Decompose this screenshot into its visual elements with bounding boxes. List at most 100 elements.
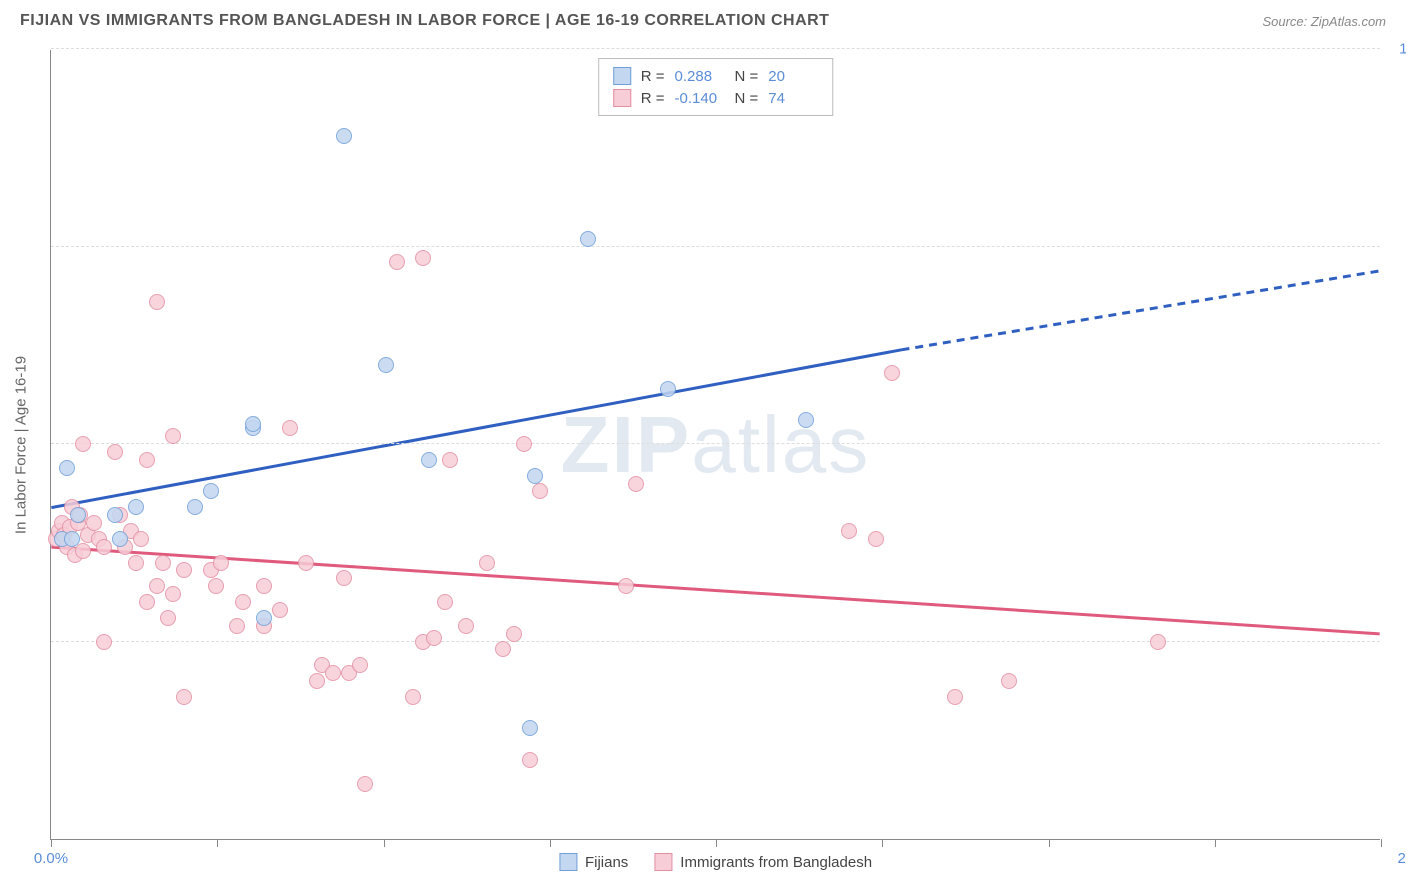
source-attribution: Source: ZipAtlas.com bbox=[1262, 14, 1386, 29]
trend-line bbox=[51, 547, 1379, 634]
x-tick-label: 0.0% bbox=[34, 850, 68, 867]
scatter-point-fijians bbox=[798, 412, 814, 428]
scatter-point-bangladesh bbox=[405, 689, 421, 705]
gridline-horizontal bbox=[51, 48, 1380, 49]
scatter-point-bangladesh bbox=[841, 523, 857, 539]
scatter-point-bangladesh bbox=[506, 626, 522, 642]
gridline-horizontal bbox=[51, 641, 1380, 642]
r-value-bangladesh: -0.140 bbox=[675, 90, 725, 107]
scatter-point-fijians bbox=[527, 468, 543, 484]
scatter-point-bangladesh bbox=[336, 570, 352, 586]
x-tick bbox=[1049, 839, 1050, 847]
watermark-atlas: atlas bbox=[691, 400, 870, 489]
scatter-point-bangladesh bbox=[133, 531, 149, 547]
scatter-point-fijians bbox=[580, 231, 596, 247]
scatter-point-bangladesh bbox=[256, 578, 272, 594]
scatter-point-bangladesh bbox=[75, 436, 91, 452]
scatter-point-bangladesh bbox=[282, 420, 298, 436]
scatter-point-fijians bbox=[70, 507, 86, 523]
scatter-point-bangladesh bbox=[213, 555, 229, 571]
scatter-point-bangladesh bbox=[458, 618, 474, 634]
scatter-point-fijians bbox=[256, 610, 272, 626]
y-tick-label: 25.0% bbox=[1390, 633, 1406, 650]
x-tick bbox=[550, 839, 551, 847]
scatter-point-fijians bbox=[64, 531, 80, 547]
scatter-point-bangladesh bbox=[309, 673, 325, 689]
scatter-point-bangladesh bbox=[128, 555, 144, 571]
scatter-point-bangladesh bbox=[415, 250, 431, 266]
scatter-point-bangladesh bbox=[96, 539, 112, 555]
chart-title: FIJIAN VS IMMIGRANTS FROM BANGLADESH IN … bbox=[20, 12, 829, 30]
scatter-point-fijians bbox=[421, 452, 437, 468]
scatter-point-bangladesh bbox=[235, 594, 251, 610]
n-label-bangladesh: N = bbox=[735, 90, 759, 107]
x-tick bbox=[716, 839, 717, 847]
legend-label-bangladesh: Immigrants from Bangladesh bbox=[680, 854, 872, 871]
x-tick bbox=[217, 839, 218, 847]
scatter-point-fijians bbox=[203, 483, 219, 499]
trend-line bbox=[901, 271, 1379, 350]
series-legend: Fijians Immigrants from Bangladesh bbox=[559, 853, 872, 871]
scatter-point-fijians bbox=[59, 460, 75, 476]
scatter-point-bangladesh bbox=[298, 555, 314, 571]
y-tick-label: 50.0% bbox=[1390, 436, 1406, 453]
scatter-point-bangladesh bbox=[884, 365, 900, 381]
watermark-zip: ZIP bbox=[561, 400, 691, 489]
x-tick-label: 25.0% bbox=[1380, 850, 1406, 867]
scatter-point-bangladesh bbox=[176, 562, 192, 578]
watermark: ZIPatlas bbox=[561, 399, 870, 491]
y-tick-label: 100.0% bbox=[1390, 41, 1406, 58]
gridline-horizontal bbox=[51, 246, 1380, 247]
swatch-bangladesh bbox=[613, 89, 631, 107]
swatch-fijians-bottom bbox=[559, 853, 577, 871]
scatter-point-fijians bbox=[336, 128, 352, 144]
scatter-point-bangladesh bbox=[479, 555, 495, 571]
r-label-fijians: R = bbox=[641, 68, 665, 85]
y-tick-label: 75.0% bbox=[1390, 238, 1406, 255]
x-tick bbox=[1215, 839, 1216, 847]
scatter-point-bangladesh bbox=[139, 594, 155, 610]
x-tick bbox=[384, 839, 385, 847]
scatter-point-bangladesh bbox=[442, 452, 458, 468]
r-value-fijians: 0.288 bbox=[675, 68, 725, 85]
legend-item-fijians: Fijians bbox=[559, 853, 628, 871]
scatter-point-bangladesh bbox=[357, 776, 373, 792]
scatter-point-bangladesh bbox=[532, 483, 548, 499]
n-value-fijians: 20 bbox=[768, 68, 818, 85]
scatter-point-bangladesh bbox=[160, 610, 176, 626]
scatter-point-bangladesh bbox=[516, 436, 532, 452]
scatter-point-bangladesh bbox=[208, 578, 224, 594]
scatter-point-bangladesh bbox=[176, 689, 192, 705]
scatter-point-bangladesh bbox=[107, 444, 123, 460]
scatter-point-bangladesh bbox=[165, 586, 181, 602]
swatch-fijians bbox=[613, 67, 631, 85]
trend-lines bbox=[51, 50, 1380, 839]
scatter-point-bangladesh bbox=[495, 641, 511, 657]
scatter-point-bangladesh bbox=[149, 578, 165, 594]
trend-line bbox=[51, 350, 901, 508]
legend-item-bangladesh: Immigrants from Bangladesh bbox=[654, 853, 872, 871]
scatter-point-bangladesh bbox=[868, 531, 884, 547]
scatter-point-bangladesh bbox=[1150, 634, 1166, 650]
x-tick bbox=[882, 839, 883, 847]
r-label-bangladesh: R = bbox=[641, 90, 665, 107]
x-tick bbox=[51, 839, 52, 847]
scatter-point-bangladesh bbox=[947, 689, 963, 705]
scatter-point-fijians bbox=[378, 357, 394, 373]
scatter-point-bangladesh bbox=[229, 618, 245, 634]
scatter-point-fijians bbox=[522, 720, 538, 736]
scatter-point-bangladesh bbox=[437, 594, 453, 610]
scatter-point-bangladesh bbox=[618, 578, 634, 594]
scatter-point-bangladesh bbox=[75, 543, 91, 559]
scatter-point-fijians bbox=[187, 499, 203, 515]
scatter-point-bangladesh bbox=[165, 428, 181, 444]
stats-row-fijians: R = 0.288 N = 20 bbox=[613, 65, 819, 87]
scatter-point-bangladesh bbox=[272, 602, 288, 618]
scatter-point-bangladesh bbox=[628, 476, 644, 492]
scatter-point-bangladesh bbox=[96, 634, 112, 650]
scatter-point-bangladesh bbox=[86, 515, 102, 531]
gridline-horizontal bbox=[51, 443, 1380, 444]
scatter-point-bangladesh bbox=[325, 665, 341, 681]
scatter-point-bangladesh bbox=[149, 294, 165, 310]
scatter-chart: In Labor Force | Age 16-19 ZIPatlas R = … bbox=[50, 50, 1380, 840]
